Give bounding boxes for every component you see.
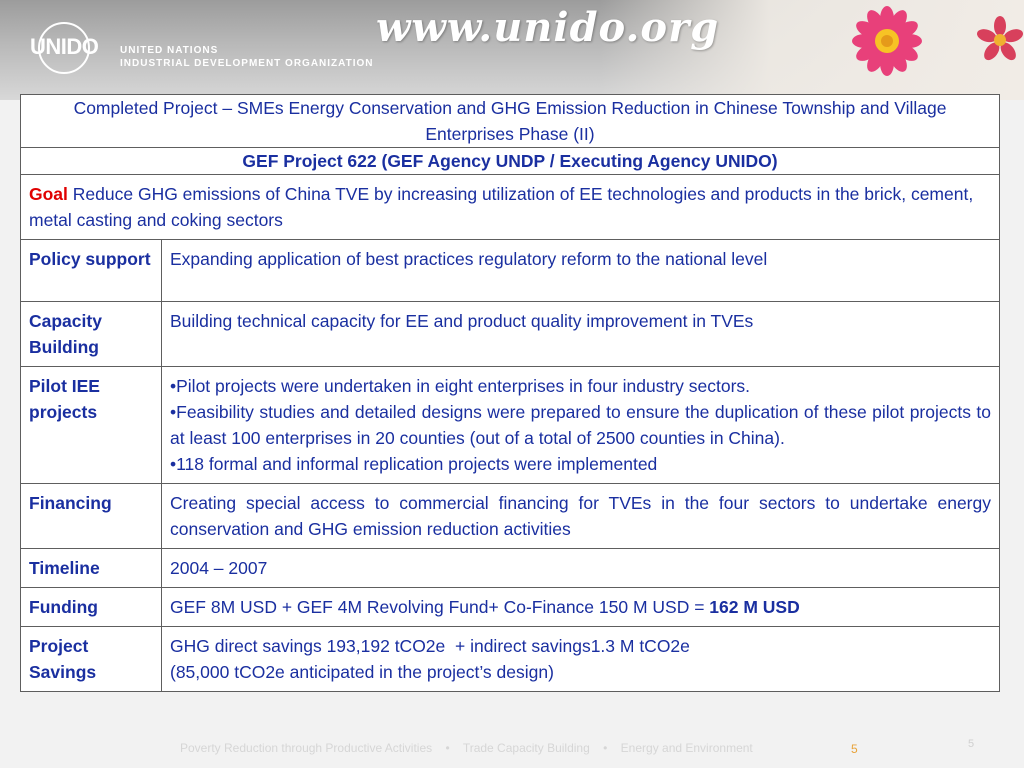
footer-separator: • [603, 741, 608, 755]
pilot-bullet-1: •Pilot projects were undertaken in eight… [170, 376, 751, 396]
footer-separator: • [445, 741, 450, 755]
savings-line-1: GHG direct savings 193,192 tCO2e + indir… [170, 636, 690, 656]
flower-icon [852, 6, 922, 76]
funding-row: Funding GEF 8M USD + GEF 4M Revolving Fu… [20, 587, 1000, 627]
funding-text: GEF 8M USD + GEF 4M Revolving Fund+ Co-F… [170, 597, 710, 617]
timeline-label: Timeline [20, 548, 162, 588]
footer-item-poverty: Poverty Reduction through Productive Act… [180, 741, 433, 755]
capacity-row: Capacity Building Building technical cap… [20, 301, 1000, 367]
website-url: www.unido.org [376, 4, 720, 51]
corner-page-number: 5 [968, 738, 975, 750]
savings-label: Project Savings [20, 626, 162, 692]
funding-label: Funding [20, 587, 162, 627]
organization-name: UNITED NATIONS INDUSTRIAL DEVELOPMENT OR… [120, 44, 374, 70]
subtitle-row: GEF Project 622 (GEF Agency UNDP / Execu… [20, 147, 1000, 175]
pilot-text: •Pilot projects were undertaken in eight… [161, 366, 1000, 484]
capacity-label: Capacity Building [20, 301, 162, 367]
timeline-row: Timeline 2004 – 2007 [20, 548, 1000, 588]
financing-row: Financing Creating special access to com… [20, 483, 1000, 549]
goal-row: Goal Reduce GHG emissions of China TVE b… [20, 174, 1000, 240]
banner-photo-fade [600, 0, 1024, 100]
capacity-text: Building technical capacity for EE and p… [161, 301, 1000, 367]
footer-item-trade: Trade Capacity Building [462, 741, 590, 755]
unido-logo: UNIDO [30, 20, 110, 80]
table-subtitle: GEF Project 622 (GEF Agency UNDP / Execu… [20, 147, 1000, 175]
savings-cell: GHG direct savings 193,192 tCO2e + indir… [161, 626, 1000, 692]
title-row: Completed Project – SMEs Energy Conserva… [20, 94, 1000, 148]
goal-label: Goal [29, 184, 68, 204]
financing-label: Financing [20, 483, 162, 549]
goal-cell: Goal Reduce GHG emissions of China TVE b… [20, 174, 1000, 240]
project-table: Completed Project – SMEs Energy Conserva… [20, 94, 1000, 692]
goal-text: Reduce GHG emissions of China TVE by inc… [29, 184, 974, 230]
financing-text: Creating special access to commercial fi… [161, 483, 1000, 549]
savings-row: Project Savings GHG direct savings 193,1… [20, 626, 1000, 692]
footer-tagline: Poverty Reduction through Productive Act… [180, 741, 753, 755]
funding-cell: GEF 8M USD + GEF 4M Revolving Fund+ Co-F… [161, 587, 1000, 627]
flower-icon [976, 16, 1024, 61]
funding-total: 162 M USD [709, 597, 800, 617]
table-title: Completed Project – SMEs Energy Conserva… [20, 94, 1000, 148]
org-line-1: UNITED NATIONS [120, 45, 219, 56]
logo-text: UNIDO [30, 34, 99, 59]
policy-label: Policy support [20, 239, 162, 302]
un-emblem-icon [38, 22, 90, 74]
footer: Poverty Reduction through Productive Act… [0, 738, 1024, 768]
pilot-row: Pilot IEE projects •Pilot projects were … [20, 366, 1000, 484]
org-line-2: INDUSTRIAL DEVELOPMENT ORGANIZATION [120, 58, 374, 69]
header-banner: UNIDO UNITED NATIONS INDUSTRIAL DEVELOPM… [0, 0, 1024, 100]
pilot-bullet-2: •Feasibility studies and detailed design… [170, 402, 991, 448]
savings-line-2: (85,000 tCO2e anticipated in the project… [170, 662, 554, 682]
pilot-label: Pilot IEE projects [20, 366, 162, 484]
pilot-bullet-3: •118 formal and informal replication pro… [170, 454, 658, 474]
policy-row: Policy support Expanding application of … [20, 239, 1000, 302]
footer-item-energy: Energy and Environment [620, 741, 753, 755]
timeline-text: 2004 – 2007 [161, 548, 1000, 588]
page-number: 5 [851, 742, 858, 756]
policy-text: Expanding application of best practices … [161, 239, 1000, 302]
